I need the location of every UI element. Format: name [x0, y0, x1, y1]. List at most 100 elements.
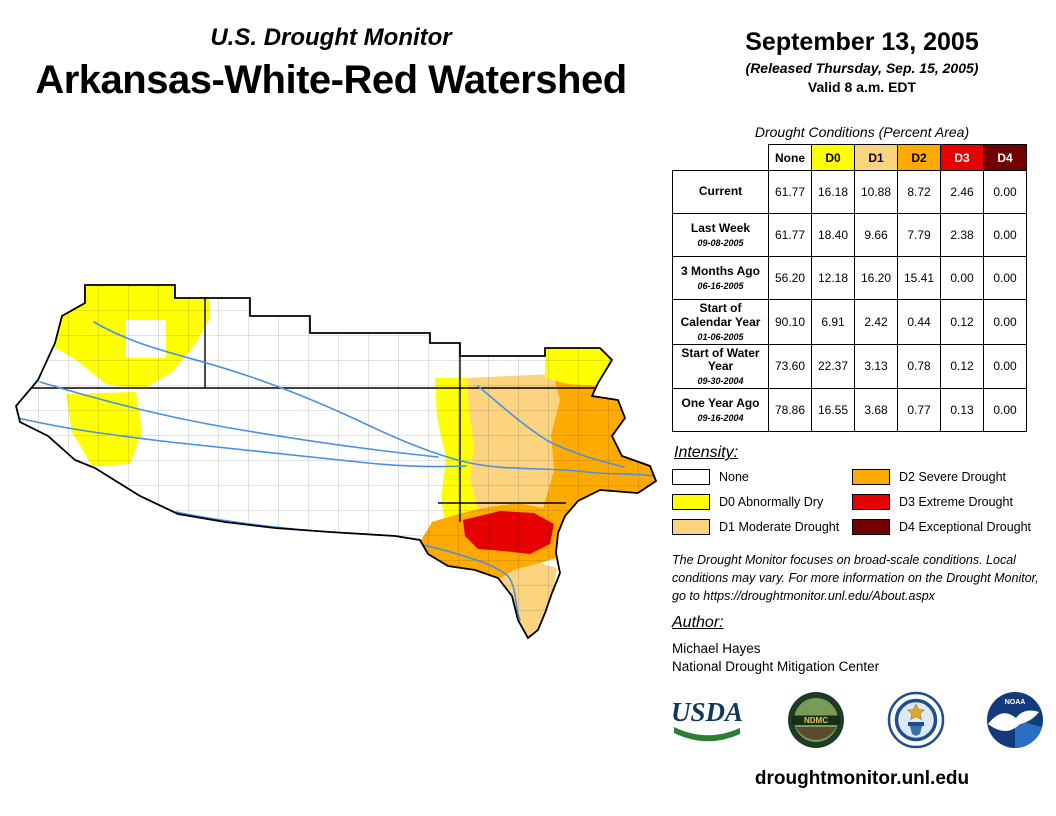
intensity-legend: None D0 Abnormally Dry D1 Moderate Droug… — [672, 468, 1044, 543]
col-header-d3: D3 — [940, 144, 984, 171]
noaa-text: NOAA — [1005, 699, 1026, 706]
row-date: 09-08-2005 — [697, 237, 744, 248]
noaa-lower — [1014, 720, 1042, 748]
table-cell: 78.86 — [768, 388, 812, 433]
table-cell: 56.20 — [768, 256, 812, 300]
row-label: One Year Ago — [681, 396, 760, 411]
commerce-seal-graphic — [887, 691, 944, 749]
table-cell: 0.00 — [940, 256, 984, 300]
legend-column-right: D2 Severe Drought D3 Extreme Drought D4 … — [852, 468, 1044, 543]
row-label: Current — [698, 184, 743, 199]
usda-text: USDA — [671, 697, 743, 727]
row-label-cell: Start of Water Year 09-30-2004 — [672, 343, 769, 390]
noaa-gull — [987, 710, 1039, 731]
table-cell: 0.44 — [897, 299, 941, 345]
legend-label: D1 Moderate Drought — [719, 519, 840, 534]
noaa-logo-graphic: NOAA — [986, 692, 1043, 748]
table-cell: 16.18 — [811, 170, 855, 214]
disclaimer-text: The Drought Monitor focuses on broad-sca… — [672, 553, 1039, 603]
legend-swatch-d1 — [672, 518, 710, 535]
table-cell: 3.68 — [854, 388, 898, 433]
legend-label: D0 Abnormally Dry — [719, 494, 824, 509]
table-cell: 18.40 — [811, 213, 855, 257]
table-cell: 0.00 — [983, 343, 1027, 390]
table-cell: 0.77 — [897, 388, 941, 433]
table-cell: 3.13 — [854, 343, 898, 390]
table-cell: 8.72 — [897, 170, 941, 214]
row-date: 09-30-2004 — [697, 376, 744, 387]
legend-item-d2: D2 Severe Drought — [852, 468, 1044, 485]
usda-swoosh — [674, 727, 740, 742]
ndmc-text: NDMC — [804, 716, 828, 725]
ndmc-banner — [792, 715, 841, 725]
col-header-d1: D1 — [854, 144, 898, 171]
table-cell: 2.46 — [940, 170, 984, 214]
row-label-cell: Last Week 09-08-2005 — [672, 213, 769, 257]
arkansas-river — [93, 321, 654, 477]
legend-swatch-d0 — [672, 493, 710, 510]
legend-swatch-d2 — [852, 468, 890, 485]
row-label-cell: Current — [672, 170, 769, 214]
legend-item-d4: D4 Exceptional Drought — [852, 518, 1044, 535]
table-cell: 2.42 — [854, 299, 898, 345]
row-label-cell: One Year Ago 09-16-2004 — [672, 388, 769, 433]
table-cell: 0.13 — [940, 388, 984, 433]
table-corner-cell — [672, 144, 769, 171]
legend-item-none: None — [672, 468, 852, 485]
table-cell: 61.77 — [768, 213, 812, 257]
table-cell: 0.00 — [983, 388, 1027, 433]
row-date: 09-16-2004 — [697, 413, 744, 424]
table-cell: 61.77 — [768, 170, 812, 214]
drought-conditions-table: None D0 D1 D2 D3 D4 Current 61.77 16.18 … — [672, 144, 1027, 433]
legend-label: D4 Exceptional Drought — [899, 519, 1032, 534]
table-cell: 90.10 — [768, 299, 812, 345]
table-cell: 12.18 — [811, 256, 855, 300]
intensity-title: Intensity: — [674, 444, 739, 461]
usda-logo: USDA — [668, 691, 746, 749]
col-header-d2: D2 — [897, 144, 941, 171]
author-heading: Author: — [672, 614, 724, 631]
table-row: Current 61.77 16.18 10.88 8.72 2.46 0.00 — [672, 170, 1027, 214]
header-left: U.S. Drought Monitor Arkansas-White-Red … — [0, 24, 662, 103]
legend-item-d3: D3 Extreme Drought — [852, 493, 1044, 510]
row-label-cell: Start of Calendar Year 01-06-2005 — [672, 299, 769, 345]
table-cell: 0.00 — [983, 170, 1027, 214]
north-canadian-river — [39, 381, 439, 458]
author-org: National Drought Mitigation Center — [672, 659, 880, 675]
table-row: Last Week 09-08-2005 61.77 18.40 9.66 7.7… — [672, 213, 1027, 257]
table-cell: 6.91 — [811, 299, 855, 345]
row-label: Last Week — [690, 221, 751, 236]
ndmc-logo: NDMC — [787, 691, 845, 749]
table-row: Start of Calendar Year 01-06-2005 90.10 6… — [672, 299, 1027, 345]
row-label: Start of Calendar Year — [680, 301, 761, 329]
table-row: One Year Ago 09-16-2004 78.86 16.55 3.68 … — [672, 388, 1027, 433]
commerce-shield — [909, 726, 922, 736]
legend-label: None — [719, 469, 749, 484]
table-row: Start of Water Year 09-30-2004 73.60 22.3… — [672, 343, 1027, 390]
table-row: 3 Months Ago 06-16-2005 56.20 12.18 16.20… — [672, 256, 1027, 300]
monitor-title: U.S. Drought Monitor — [210, 24, 452, 51]
table-cell: 9.66 — [854, 213, 898, 257]
legend-label: D2 Severe Drought — [899, 469, 1007, 484]
table-cell: 2.38 — [940, 213, 984, 257]
table-cell: 0.00 — [983, 256, 1027, 300]
row-date: 01-06-2005 — [697, 331, 744, 342]
usda-logo-graphic: USDA — [671, 697, 743, 742]
commerce-inner-ring — [894, 698, 937, 742]
table-cell: 0.12 — [940, 343, 984, 390]
region-title: Arkansas-White-Red Watershed — [35, 58, 627, 102]
table-cell: 0.00 — [983, 299, 1027, 345]
legend-item-d1: D1 Moderate Drought — [672, 518, 852, 535]
logo-row: USDA NDMC — [668, 688, 1044, 752]
noaa-logo: NOAA — [986, 691, 1044, 749]
white-river — [477, 385, 625, 468]
table-cell: 0.12 — [940, 299, 984, 345]
map-date: September 13, 2005 — [745, 28, 979, 56]
table-cell: 16.20 — [854, 256, 898, 300]
legend-item-d0: D0 Abnormally Dry — [672, 493, 852, 510]
col-header-d0: D0 — [811, 144, 855, 171]
footer-url[interactable]: droughtmonitor.unl.edu — [754, 768, 970, 789]
table-header-row: None D0 D1 D2 D3 D4 — [672, 144, 1027, 171]
county-grid — [16, 285, 656, 638]
